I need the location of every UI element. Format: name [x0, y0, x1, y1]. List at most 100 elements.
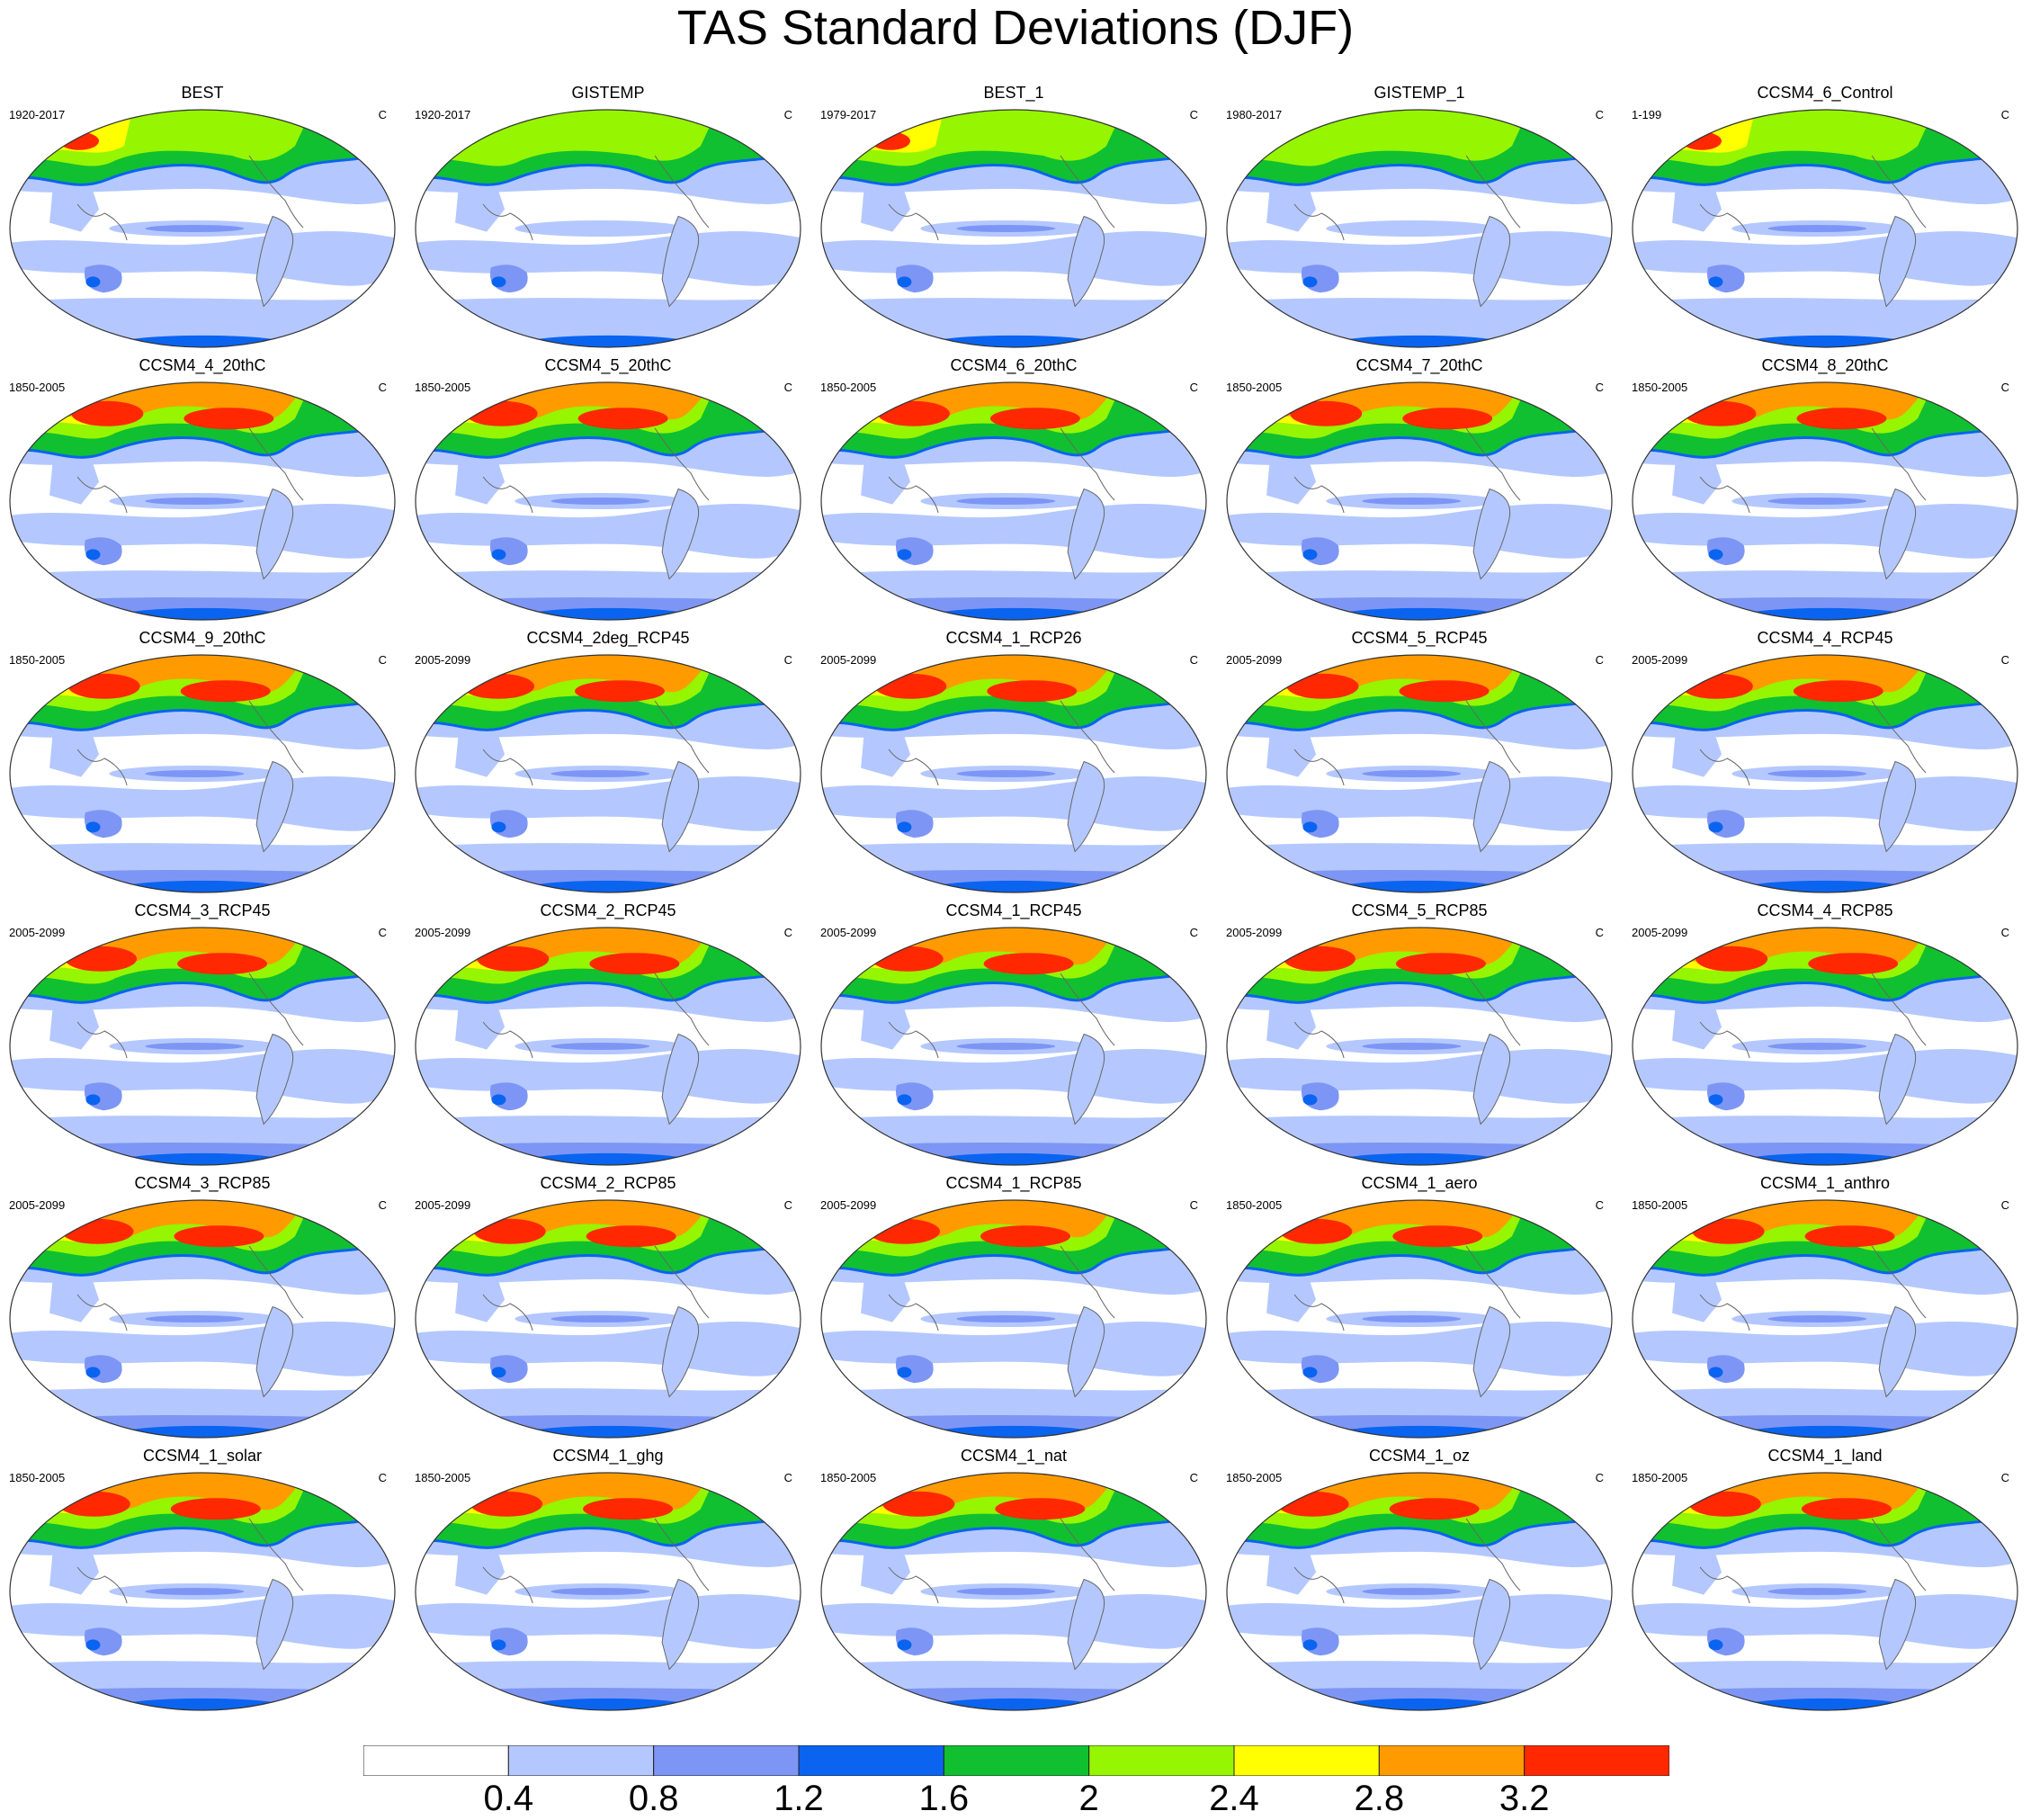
enso-core: [1767, 1315, 1867, 1322]
map-panel: CCSM4_2deg_RCP45 2005-2099 C: [406, 628, 810, 894]
australia-core: [85, 1094, 101, 1106]
panel-period: 1850-2005: [9, 1471, 66, 1484]
map-panel: GISTEMP_1 1980-2017 C: [1217, 83, 1622, 349]
map-container: [7, 1470, 398, 1717]
coastline: [248, 427, 304, 501]
panel-title: CCSM4_7_20thC: [1355, 356, 1483, 374]
panel-title: CCSM4_1_RCP26: [945, 629, 1082, 647]
map-container: [819, 380, 1209, 627]
panel-title: CCSM4_2_RCP85: [540, 1174, 676, 1192]
enso-core: [550, 770, 650, 777]
coastline: [888, 749, 939, 786]
map-container: [7, 107, 398, 354]
asia-south-land: [455, 720, 506, 777]
map-panel: CCSM4_4_RCP85 2005-2099 C: [1623, 901, 2027, 1167]
coastline: [248, 1245, 304, 1319]
enso-core: [145, 1588, 245, 1595]
coastline: [1699, 1294, 1750, 1331]
panel-units: C: [1189, 381, 1198, 394]
map-container: [1630, 1197, 2020, 1445]
asia-red-core: [1280, 1218, 1353, 1244]
nh-blue-fringe: [1633, 967, 2018, 1004]
panel-period: 2005-2099: [820, 1198, 877, 1212]
enso-core: [1362, 1043, 1462, 1050]
panel-units: C: [1189, 1198, 1198, 1212]
map-border: [1632, 1472, 2018, 1711]
map-container: [1224, 107, 1615, 354]
asia-south-land: [861, 175, 911, 232]
world-map: [820, 1472, 1207, 1711]
america-red-core: [1804, 1225, 1895, 1248]
coastline: [888, 1294, 939, 1331]
panel-period: 1850-2005: [1226, 1198, 1283, 1212]
map-border: [820, 1199, 1207, 1439]
panel-period: 1850-2005: [1632, 381, 1688, 394]
nh-blue-fringe: [416, 1512, 801, 1549]
world-map: [1632, 1472, 2018, 1711]
colorbar-tick-label: 2: [1078, 1779, 1099, 1818]
map-panel: CCSM4_1_RCP26 2005-2099 C: [811, 628, 1216, 894]
map-panel: CCSM4_5_20thC 1850-2005 C: [406, 355, 810, 622]
australia-core: [491, 1094, 506, 1106]
colorbar-tick-label: 1.6: [918, 1779, 970, 1818]
map-border: [9, 1472, 396, 1711]
panel-title: CCSM4_5_20thC: [544, 356, 672, 374]
south-america: [1878, 1033, 1917, 1125]
south-america: [255, 1305, 294, 1398]
map-border: [1226, 654, 1613, 893]
panel-title: CCSM4_3_RCP45: [134, 901, 271, 919]
enso-core: [550, 225, 650, 232]
south-america: [1067, 1305, 1105, 1398]
coastline: [888, 476, 939, 514]
australia-core: [1302, 1367, 1318, 1378]
coastline: [1060, 973, 1115, 1046]
nh-blue-fringe: [1227, 967, 1612, 1004]
south-america: [255, 215, 294, 308]
america-red-core: [983, 953, 1074, 975]
south-america: [1067, 488, 1105, 580]
map-border: [9, 654, 396, 893]
map-border: [1632, 109, 2018, 348]
south-america: [1472, 760, 1511, 853]
world-map: [820, 927, 1207, 1166]
asia-red-core: [1283, 946, 1355, 972]
map-border: [1226, 381, 1613, 621]
nh-blue-fringe: [1227, 695, 1612, 731]
map-container: [413, 380, 803, 627]
australia-core: [491, 821, 506, 833]
map-border: [1226, 1199, 1613, 1439]
asia-red-core: [868, 1218, 940, 1244]
panel-period: 1920-2017: [9, 108, 66, 121]
south-america: [255, 760, 294, 853]
map-border: [415, 654, 801, 893]
map-container: [1224, 925, 1615, 1172]
colorbar-swatch: [1088, 1745, 1235, 1776]
enso-core: [145, 770, 245, 777]
map-panel: BEST 1920-2017 C: [0, 83, 405, 349]
panel-period: 1850-2005: [1632, 1471, 1688, 1484]
australia-core: [1708, 549, 1723, 560]
panel-title: CCSM4_8_20thC: [1761, 356, 1889, 374]
coastline: [1293, 476, 1345, 514]
map-container: [413, 652, 803, 900]
south-america: [1067, 1578, 1105, 1671]
map-border: [820, 381, 1207, 621]
panel-title: CCSM4_5_RCP45: [1351, 629, 1488, 647]
coastline: [482, 203, 533, 241]
world-map: [1226, 109, 1613, 348]
colorbar-tick-label: 2.8: [1354, 1779, 1405, 1818]
panel-title: CCSM4_1_RCP85: [945, 1174, 1082, 1192]
panel-units: C: [783, 1198, 792, 1212]
coastline: [1465, 973, 1521, 1046]
map-panel: CCSM4_3_RCP85 2005-2099 C: [0, 1173, 405, 1439]
map-border: [9, 1199, 396, 1439]
australia-core: [1302, 821, 1318, 833]
america-red-core: [180, 680, 271, 703]
nh-blue-fringe: [10, 967, 395, 1004]
coastline: [1060, 1245, 1115, 1319]
south-america: [255, 1578, 294, 1671]
coastline: [1293, 203, 1345, 241]
coastline: [654, 1245, 710, 1319]
colorbar-swatch: [1524, 1745, 1669, 1776]
colorbar-tick-label: 0.4: [483, 1779, 534, 1818]
